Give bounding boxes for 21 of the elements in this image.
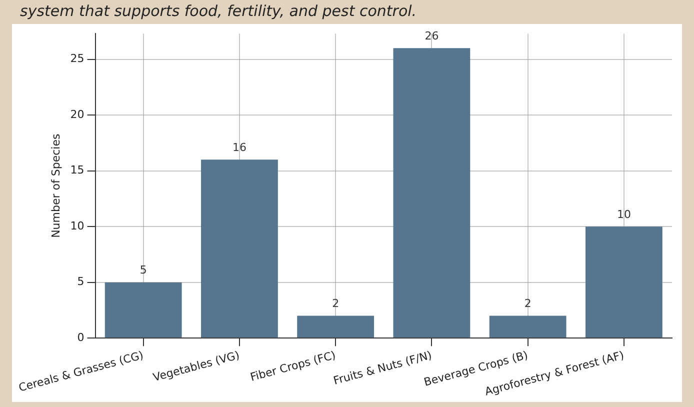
y-axis-title: Number of Species xyxy=(50,134,63,238)
bar xyxy=(201,160,278,338)
y-tick-label: 25 xyxy=(70,52,84,66)
data-label: 26 xyxy=(424,29,439,42)
y-tick-label: 5 xyxy=(77,275,84,288)
bar xyxy=(297,316,374,338)
y-tick-label: 15 xyxy=(70,164,84,177)
chart-title: system that supports food, fertility, and pest control. xyxy=(19,1,418,22)
y-tick-label: 10 xyxy=(70,219,84,232)
y-tick-label: 20 xyxy=(70,108,84,121)
data-label: 10 xyxy=(616,208,631,221)
data-label: 16 xyxy=(232,141,246,154)
bar xyxy=(104,282,182,338)
bar xyxy=(393,48,470,338)
bar xyxy=(489,316,566,338)
y-tick-label: 0 xyxy=(77,330,84,344)
bar xyxy=(585,226,662,338)
data-label: 5 xyxy=(140,264,147,277)
x-tick-label: Cereals & Grasses (CG) xyxy=(17,348,145,394)
data-label: 2 xyxy=(332,297,340,310)
data-label: 2 xyxy=(524,297,532,310)
